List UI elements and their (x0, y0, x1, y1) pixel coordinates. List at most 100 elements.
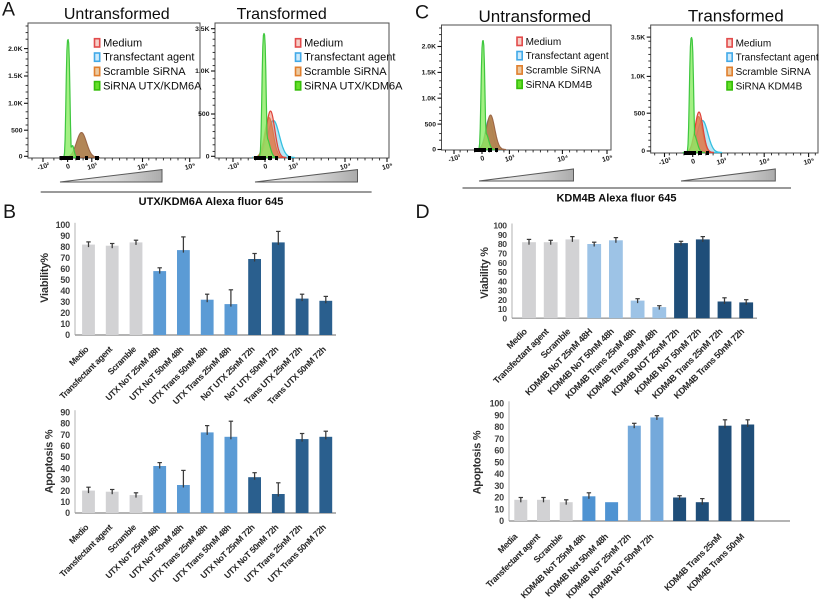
svg-text:Medium: Medium (736, 38, 772, 49)
svg-text:10⁴: 10⁴ (557, 154, 570, 164)
svg-text:0: 0 (502, 313, 507, 323)
svg-text:40: 40 (494, 469, 504, 479)
svg-text:KDM4B Alexa fluor 645: KDM4B Alexa fluor 645 (556, 193, 676, 205)
svg-text:10⁵: 10⁵ (601, 154, 613, 164)
svg-text:Untransformed: Untransformed (478, 7, 590, 26)
svg-text:1.0K: 1.0K (422, 95, 436, 102)
svg-text:10⁵: 10⁵ (184, 162, 196, 172)
svg-text:0: 0 (641, 148, 645, 155)
svg-text:D: D (416, 201, 430, 223)
svg-text:SiRNA KDM4B: SiRNA KDM4B (526, 80, 593, 91)
svg-text:3.5K: 3.5K (631, 34, 645, 41)
svg-text:1.0K: 1.0K (631, 74, 645, 81)
svg-text:500: 500 (198, 111, 210, 118)
svg-text:10⁵: 10⁵ (381, 162, 393, 172)
svg-text:-10²: -10² (37, 162, 51, 172)
svg-text:Scramble SiRNA: Scramble SiRNA (304, 66, 387, 78)
svg-text:UTX/KDM6A Alexa fluor 645: UTX/KDM6A Alexa fluor 645 (139, 196, 284, 208)
svg-text:0: 0 (690, 158, 696, 166)
svg-text:40: 40 (60, 463, 70, 473)
svg-text:B: B (3, 201, 16, 223)
svg-text:0: 0 (65, 330, 70, 340)
svg-text:10⁵: 10⁵ (803, 157, 815, 167)
svg-text:90: 90 (60, 231, 70, 241)
svg-text:50: 50 (494, 457, 504, 467)
svg-text:40: 40 (60, 286, 70, 296)
svg-text:30: 30 (60, 475, 70, 485)
svg-text:60: 60 (498, 258, 507, 268)
svg-text:0: 0 (499, 516, 504, 526)
svg-text:20: 20 (498, 295, 507, 305)
svg-text:30: 30 (498, 286, 507, 296)
svg-text:Transformed: Transformed (688, 7, 784, 26)
svg-text:1.5K: 1.5K (422, 70, 436, 77)
svg-text:500: 500 (634, 110, 646, 117)
svg-text:0: 0 (263, 163, 269, 171)
svg-text:40: 40 (498, 276, 507, 286)
svg-text:Scramble SiRNA: Scramble SiRNA (526, 66, 601, 77)
svg-text:100: 100 (493, 221, 507, 231)
svg-text:2.0K: 2.0K (8, 46, 22, 53)
svg-text:Transformed: Transformed (237, 6, 327, 23)
svg-text:0: 0 (65, 163, 71, 171)
svg-text:20: 20 (60, 486, 70, 496)
svg-text:10⁴: 10⁴ (758, 157, 771, 167)
svg-text:100: 100 (56, 220, 70, 230)
svg-text:0: 0 (480, 155, 486, 163)
svg-text:10: 10 (498, 304, 507, 314)
svg-text:Apoptosis %: Apoptosis % (44, 429, 56, 493)
svg-text:2.0K: 2.0K (422, 44, 436, 51)
svg-text:90: 90 (60, 407, 70, 417)
svg-text:Medium: Medium (103, 37, 142, 49)
svg-text:10⁴: 10⁴ (137, 162, 150, 172)
svg-text:Scramble SiRNA: Scramble SiRNA (736, 67, 811, 78)
svg-text:0: 0 (206, 154, 210, 161)
svg-text:10³: 10³ (504, 154, 516, 164)
svg-text:30: 30 (60, 297, 70, 307)
svg-text:100: 100 (490, 399, 504, 409)
svg-text:Viability%: Viability% (39, 253, 51, 303)
svg-text:10³: 10³ (288, 162, 300, 172)
svg-text:Untransformed: Untransformed (64, 6, 170, 23)
svg-text:-10³: -10³ (227, 162, 241, 172)
svg-text:20: 20 (60, 308, 70, 318)
svg-text:SiRNA UTX/KDM6A: SiRNA UTX/KDM6A (304, 80, 403, 92)
svg-text:10: 10 (494, 504, 504, 514)
svg-text:10³: 10³ (87, 162, 99, 172)
svg-text:10: 10 (60, 497, 70, 507)
svg-text:A: A (2, 0, 15, 21)
svg-text:Transfectant agent: Transfectant agent (736, 53, 819, 64)
svg-text:1.0K: 1.0K (195, 68, 209, 75)
svg-text:Transfectant agent: Transfectant agent (304, 52, 395, 64)
svg-text:90: 90 (494, 410, 504, 420)
svg-text:Medium: Medium (304, 37, 343, 49)
svg-text:80: 80 (60, 419, 70, 429)
svg-text:30: 30 (494, 481, 504, 491)
svg-text:Transfectant agent: Transfectant agent (103, 52, 194, 64)
svg-text:60: 60 (60, 264, 70, 274)
svg-text:1.5K: 1.5K (8, 73, 22, 80)
svg-text:70: 70 (498, 249, 507, 259)
svg-text:50: 50 (60, 452, 70, 462)
svg-text:70: 70 (60, 253, 70, 263)
svg-text:Transfectant agent: Transfectant agent (526, 51, 609, 62)
svg-text:20: 20 (494, 493, 504, 503)
svg-text:0: 0 (19, 154, 23, 161)
svg-text:SiRNA UTX/KDM6A: SiRNA UTX/KDM6A (103, 80, 202, 92)
svg-text:SiRNA KDM4B: SiRNA KDM4B (736, 81, 803, 92)
svg-text:1.0K: 1.0K (8, 101, 22, 108)
svg-text:10: 10 (60, 319, 70, 329)
svg-text:80: 80 (498, 239, 507, 249)
svg-text:60: 60 (494, 446, 504, 456)
svg-text:80: 80 (60, 242, 70, 252)
svg-text:0: 0 (432, 147, 436, 154)
svg-text:50: 50 (60, 275, 70, 285)
svg-text:60: 60 (60, 441, 70, 451)
svg-text:C: C (415, 2, 429, 24)
svg-text:500: 500 (11, 127, 23, 134)
svg-text:10³: 10³ (716, 157, 728, 167)
svg-text:3.5K: 3.5K (195, 26, 209, 33)
svg-text:Medium: Medium (526, 37, 562, 48)
svg-text:80: 80 (494, 422, 504, 432)
svg-text:-10³: -10³ (448, 154, 462, 164)
